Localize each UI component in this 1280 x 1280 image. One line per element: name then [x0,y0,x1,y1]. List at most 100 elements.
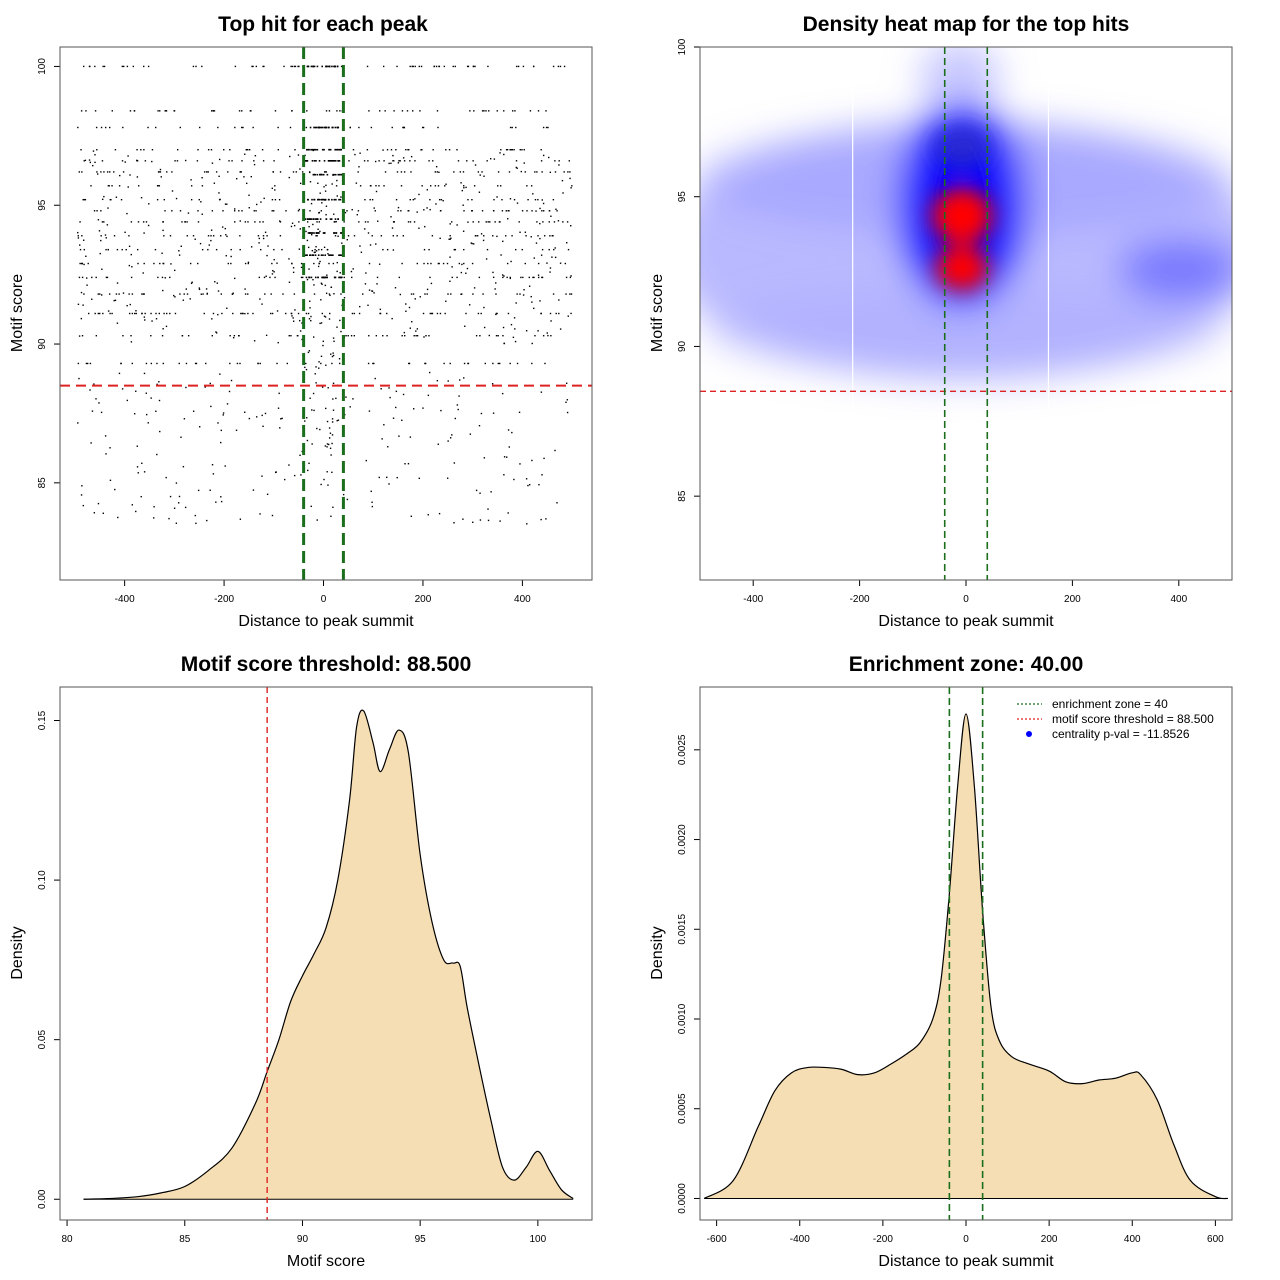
scatter-point [351,208,353,211]
scatter-point [314,148,316,151]
scatter-point [566,242,568,244]
scatter-point [156,383,158,386]
scatter-point [107,185,110,187]
scatter-point [496,312,498,315]
scatter-point [194,238,196,240]
scatter-point [100,171,102,173]
x-tick-label: -600 [707,1234,727,1245]
scatter-point [81,262,84,265]
x-tick-label: -400 [115,594,135,605]
scatter-point [257,362,259,365]
scatter-point [314,65,316,68]
scatter-point [413,221,416,223]
scatter-point [318,232,320,234]
scatter-point [77,303,80,306]
scatter-point [390,216,392,218]
scatter-point [554,449,556,452]
scatter-point [333,276,336,279]
scatter-point [503,342,505,345]
scatter-point [304,160,307,162]
scatter-point [216,282,218,284]
scatter-point [460,271,463,274]
scatter-point [158,399,161,402]
scatter-point [337,235,339,237]
scatter-point [161,335,164,337]
scatter-point [468,304,471,306]
scatter-point [323,126,326,129]
scatter-point [179,126,181,129]
scatter-point [323,160,326,162]
scatter-point [326,446,328,448]
scatter-point [315,382,317,384]
scatter-point [402,235,405,237]
scatter-point [558,160,560,162]
scatter-point [97,312,100,315]
scatter-point [222,414,224,416]
scatter-point [210,229,213,231]
scatter-point [371,290,374,292]
scatter-point [211,335,213,337]
scatter-point [297,65,299,68]
scatter-point [343,276,345,279]
scatter-point [293,224,296,227]
scatter-point [218,192,220,194]
scatter-point [124,231,126,234]
scatter-point [449,280,451,282]
scatter-point [215,171,218,173]
scatter-point [297,210,300,212]
scatter-point [315,235,317,237]
scatter-point [497,185,499,187]
scatter-point [179,293,181,295]
scatter-point [345,396,347,398]
scatter-point [197,221,200,223]
y-tick-label: 100 [677,38,688,55]
scatter-point [436,110,439,112]
scatter-point [319,126,321,129]
scatter-point [114,149,117,151]
scatter-point [537,276,540,279]
scatter-point [496,196,498,198]
scatter-point [549,171,552,174]
scatter-point [495,313,497,316]
scatter-point [252,489,255,491]
scatter-point [329,160,332,162]
y-tick-label: 0.10 [37,870,48,890]
scatter-point [491,383,494,385]
scatter-point [534,171,536,173]
scatter-point [355,182,358,184]
scatter-point [397,162,400,164]
x-tick-label: 80 [61,1234,73,1245]
scatter-point [98,402,100,404]
scatter-point [241,160,243,162]
scatter-point [168,517,170,520]
scatter-point [129,174,131,176]
scatter-point [432,149,434,151]
scatter-point [83,263,85,266]
scatter-point [241,312,244,315]
scatter-point [79,248,82,251]
scatter-point [449,223,451,225]
scatter-point [306,278,309,281]
scatter-point [337,160,340,162]
scatter-point [148,203,150,205]
scatter-point [509,362,511,365]
scatter-point [163,198,165,201]
scatter-point [265,334,268,337]
scatter-point [410,293,413,295]
scatter-point [392,249,395,251]
scatter-point [426,189,428,191]
scatter-point [548,221,550,223]
scatter-point [276,310,279,312]
scatter-point [137,472,139,474]
scatter-point [274,276,276,279]
scatter-point [502,276,504,279]
scatter-point [328,148,331,151]
scatter-point [403,126,405,129]
scatter-point [261,414,263,417]
scatter-point [540,254,543,256]
scatter-point [318,212,320,214]
density-area [83,710,574,1200]
scatter-point [546,332,548,334]
scatter-point [137,262,139,265]
